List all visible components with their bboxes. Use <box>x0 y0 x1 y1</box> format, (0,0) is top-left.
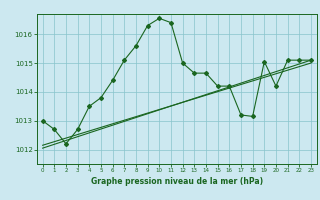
X-axis label: Graphe pression niveau de la mer (hPa): Graphe pression niveau de la mer (hPa) <box>91 177 263 186</box>
